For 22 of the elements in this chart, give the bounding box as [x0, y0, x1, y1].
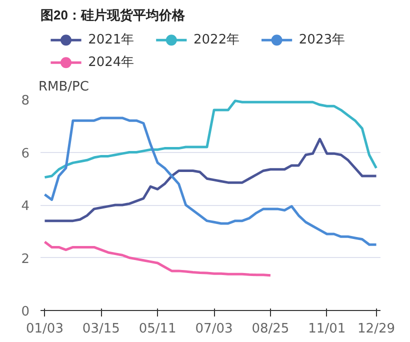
y-axis-title: RMB/PC	[38, 80, 89, 94]
line-series	[43, 138, 378, 222]
x-tick-label: 01/03	[26, 322, 64, 336]
y-tick-label: 8	[21, 94, 30, 108]
line-series	[43, 240, 272, 277]
legend-label: 2022年	[194, 32, 240, 48]
legend-label: 2021年	[88, 32, 134, 48]
x-tick-label: 11/01	[308, 322, 346, 336]
x-tick-label: 05/11	[138, 322, 176, 336]
y-tick-label: 0	[21, 304, 30, 320]
chart-title: 图20：硅片现货平均价格	[40, 8, 186, 22]
x-tick-label: 08/25	[252, 322, 290, 336]
line-series	[43, 100, 378, 179]
x-tick-label: 07/03	[195, 322, 233, 336]
x-tick-label: 12/29	[358, 322, 396, 336]
line-series	[43, 116, 378, 246]
y-tick-label: 6	[21, 146, 30, 162]
x-tick-label: 03/15	[82, 322, 120, 336]
legend-label: 2023年	[298, 32, 345, 48]
legend-label: 2024年	[88, 55, 134, 70]
y-tick-label: 2	[21, 252, 30, 267]
y-tick-label: 4	[21, 199, 30, 214]
